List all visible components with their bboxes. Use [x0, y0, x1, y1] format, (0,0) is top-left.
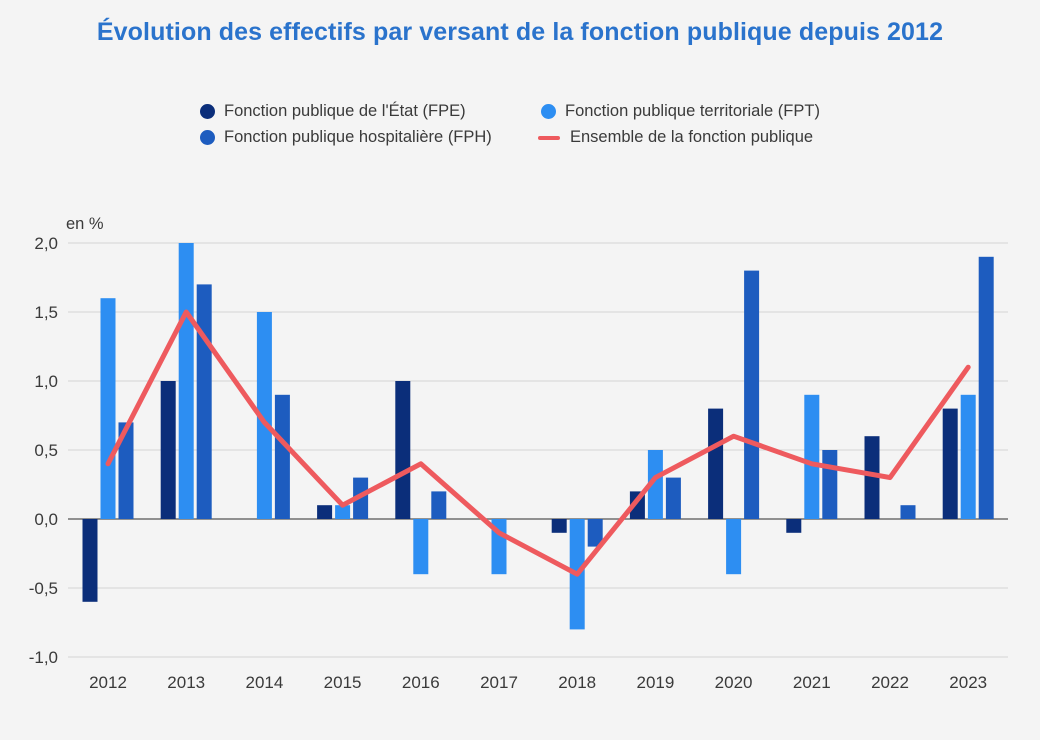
label-layer: en % 2,0 1,5 1,0 0,5 0,0 -0,5 -1,0 2012 2013 2014… — [29, 215, 987, 692]
bar-fph-2018[interactable] — [587, 519, 603, 547]
y-tick-label: 0,0 — [34, 510, 58, 529]
legend-item-fpe[interactable]: Fonction publique de l'État (FPE) — [200, 102, 466, 121]
x-tick-label: 2017 — [480, 673, 518, 692]
bar-fpe-2020[interactable] — [708, 408, 724, 519]
legend-item-ensemble[interactable]: Ensemble de la fonction publique — [538, 128, 813, 147]
bar-fpe-2016[interactable] — [395, 381, 411, 519]
legend-item-fph[interactable]: Fonction publique hospitalière (FPH) — [200, 128, 492, 147]
bar-fpt-2019[interactable] — [647, 450, 663, 519]
x-tick-label: 2023 — [949, 673, 987, 692]
bar-fph-2013[interactable] — [196, 284, 212, 519]
bar-fph-2019[interactable] — [665, 477, 681, 519]
y-tick-label: -1,0 — [29, 648, 58, 667]
x-tick-label: 2019 — [636, 673, 674, 692]
bar-fpt-2012[interactable] — [100, 298, 116, 519]
x-tick-label: 2014 — [245, 673, 283, 692]
x-tick-label: 2021 — [793, 673, 831, 692]
y-axis-unit-label: en % — [66, 215, 104, 233]
legend-item-fpt[interactable]: Fonction publique territoriale (FPT) — [541, 102, 820, 121]
y-tick-label: 1,5 — [34, 303, 58, 322]
x-tick-label: 2022 — [871, 673, 909, 692]
bar-fpe-2023[interactable] — [942, 408, 958, 519]
bar-fpt-2021[interactable] — [804, 394, 820, 519]
y-tick-label: 2,0 — [34, 234, 58, 253]
bar-fpt-2014[interactable] — [256, 312, 272, 519]
legend-swatch-fph — [200, 130, 215, 145]
chart-title: Évolution des effectifs par versant de l… — [96, 18, 944, 46]
bar-fph-2022[interactable] — [900, 505, 916, 519]
bar-fph-2020[interactable] — [744, 270, 760, 519]
y-tick-label: 1,0 — [34, 372, 58, 391]
bar-fpe-2012[interactable] — [82, 519, 98, 602]
y-tick-label: -0,5 — [29, 579, 58, 598]
grid-layer — [68, 242, 1008, 658]
legend-swatch-ensemble — [538, 135, 560, 140]
legend-label-fph: Fonction publique hospitalière (FPH) — [224, 128, 492, 146]
bar-fpt-2013[interactable] — [178, 243, 194, 519]
bar-fpe-2022[interactable] — [864, 436, 880, 519]
bar-fpt-2015[interactable] — [335, 505, 351, 519]
bar-fpt-2020[interactable] — [726, 519, 742, 575]
legend-label-fpt: Fonction publique territoriale (FPT) — [565, 102, 820, 120]
y-tick-label: 0,5 — [34, 441, 58, 460]
x-tick-label: 2018 — [558, 673, 596, 692]
bar-fpe-2021[interactable] — [786, 519, 802, 533]
bar-fpe-2013[interactable] — [160, 381, 176, 519]
legend: Fonction publique de l'État (FPE) Foncti… — [200, 102, 900, 152]
bar-fph-2012[interactable] — [118, 422, 134, 519]
line-ensemble[interactable] — [105, 309, 971, 577]
x-tick-label: 2013 — [167, 673, 205, 692]
bar-fpt-2023[interactable] — [960, 394, 976, 519]
legend-swatch-fpe — [200, 104, 215, 119]
bar-fpt-2016[interactable] — [413, 519, 429, 575]
bar-fph-2014[interactable] — [274, 394, 290, 519]
legend-label-ensemble: Ensemble de la fonction publique — [570, 128, 814, 146]
x-tick-label: 2012 — [89, 673, 127, 692]
x-tick-label: 2016 — [402, 673, 440, 692]
legend-swatch-fpt — [541, 104, 556, 119]
line-layer — [105, 309, 971, 577]
bar-fph-2021[interactable] — [822, 450, 838, 519]
x-tick-label: 2020 — [715, 673, 753, 692]
bar-layer — [82, 243, 994, 630]
bar-fph-2023[interactable] — [978, 256, 994, 519]
legend-label-fpe: Fonction publique de l'État (FPE) — [224, 102, 466, 120]
x-tick-label: 2015 — [324, 673, 362, 692]
bar-fpe-2018[interactable] — [551, 519, 567, 533]
bar-fph-2016[interactable] — [431, 491, 447, 519]
bar-fpe-2015[interactable] — [317, 505, 333, 519]
